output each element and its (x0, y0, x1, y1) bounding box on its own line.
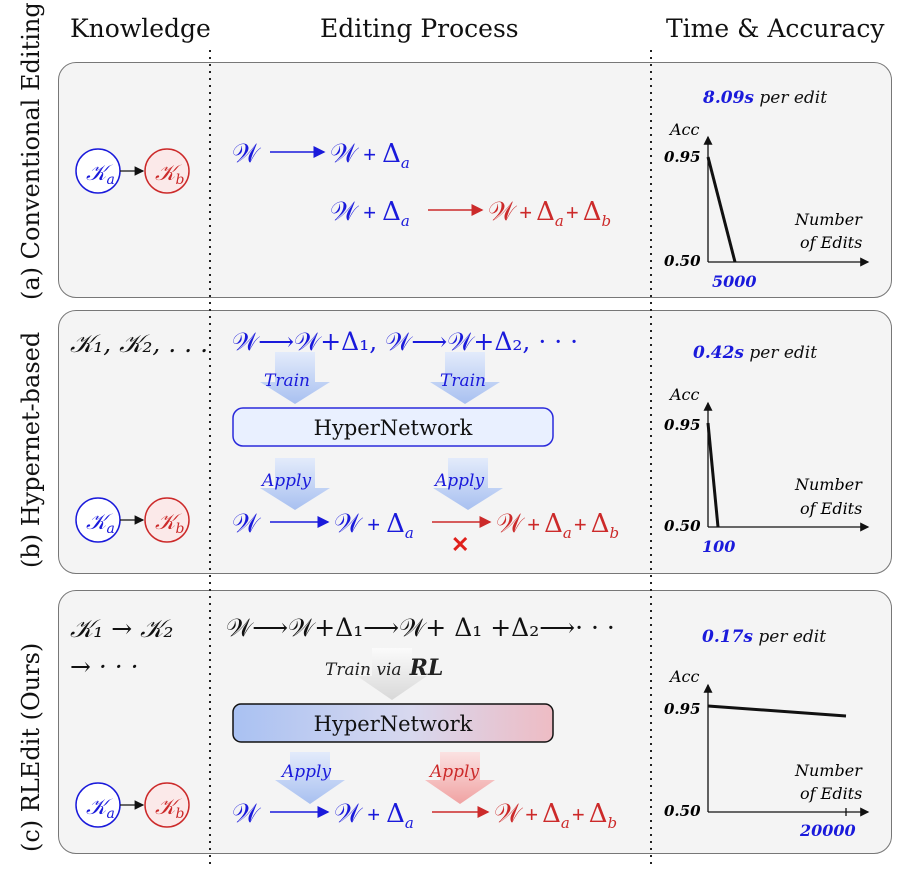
svg-text:Apply: Apply (433, 471, 484, 491)
apply-arrow-left-c: Apply (275, 752, 345, 804)
hypernetwork-label-c: HyperNetwork (314, 712, 473, 736)
edit-chain-c-top: 𝒲⟶𝒲+Δ₁⟶𝒲+ Δ₁ +Δ₂⟶· · · (226, 613, 615, 642)
apply-arrow-left-b: Apply (260, 458, 330, 510)
edit-chain-a: 𝒲 𝒲 + Δa 𝒲 + Δa 𝒲 + Δa+ Δb (232, 139, 611, 230)
x-tick-a: 5000 (712, 272, 757, 291)
svg-text:100: 100 (702, 537, 735, 556)
y-tick-high-a: 0.95 (664, 148, 701, 166)
svg-text:Acc: Acc (668, 667, 700, 686)
train-arrow-right: Train (430, 352, 500, 404)
svg-text:0.95: 0.95 (664, 416, 701, 434)
svg-text:0.95: 0.95 (664, 700, 701, 718)
knowledge-pair-a: 𝒦a 𝒦b (75, 148, 190, 194)
chart-title-b: 0.42s per edit (693, 343, 817, 363)
svg-text:of Edits: of Edits (800, 499, 862, 518)
train-via-rl-arrow: Train via RL (325, 648, 443, 700)
svg-text:Apply: Apply (428, 762, 479, 782)
chart-rledit: 0.17s per edit Acc Number of Edits 0.95 … (664, 627, 870, 840)
svg-text:Acc: Acc (668, 385, 700, 404)
hypernetwork-label-b: HyperNetwork (314, 416, 473, 440)
chart-title-a: 8.09s per edit (702, 88, 827, 108)
svg-text:𝒲+Δa+Δb: 𝒲 + Δa+ Δb (494, 799, 617, 832)
svg-text:Train: Train (264, 371, 310, 391)
edit-chain-b-bottom: 𝒲 𝒲 + Δa 𝒲 + Δa+ Δb ✕ (232, 509, 619, 558)
svg-text:Number: Number (794, 761, 863, 780)
y-label-a: Acc (668, 120, 700, 139)
svg-text:𝒲+Δa+Δb: 𝒲 + Δa+ Δb (496, 509, 619, 542)
fail-x-icon: ✕ (451, 532, 469, 558)
knowledge-node-kb (144, 148, 190, 194)
svg-text:0.50: 0.50 (664, 802, 701, 820)
svg-text:𝒲: 𝒲 (232, 139, 262, 169)
svg-text:𝒲+Δa: 𝒲 + Δa (334, 799, 414, 832)
svg-text:Number: Number (794, 475, 863, 494)
svg-text:Train: Train (440, 371, 486, 391)
hypernetwork-box-c (232, 703, 554, 743)
svg-text:𝒲: 𝒲 (232, 799, 262, 829)
apply-arrow-right-c: Apply (425, 752, 495, 804)
header-knowledge: Knowledge (70, 14, 211, 43)
svg-text:of Edits: of Edits (800, 784, 862, 803)
knowledge-seq-c-2: → · · · (70, 652, 139, 681)
svg-text:𝒲+Δa: 𝒲 + Δa (330, 139, 410, 172)
svg-text:Apply: Apply (260, 471, 311, 491)
series-line-a (706, 156, 737, 263)
header-editing-process: Editing Process (320, 14, 519, 43)
knowledge-seq-c-1: 𝒦₁ → 𝒦₂ (70, 614, 173, 643)
chart-conventional: 8.09s per edit Acc Number of Edits 0.95 … (664, 88, 870, 291)
svg-text:𝒲+Δa+Δb: 𝒲 + Δa+ Δb (488, 197, 611, 230)
chart-hypernet: 0.42s per edit Acc Number of Edits 0.95 … (664, 343, 870, 556)
knowledge-pair-b: 𝒦a 𝒦b (75, 497, 190, 543)
series-line-c (707, 704, 847, 718)
series-line-b (706, 422, 720, 528)
knowledge-list-b: 𝒦₁, 𝒦₂, . . . (70, 329, 208, 358)
svg-text:𝒲+Δa: 𝒲 + Δa (334, 509, 414, 542)
x-label-a-2: of Edits (800, 233, 862, 252)
apply-arrow-right-b: Apply (433, 458, 503, 510)
svg-text:0.50: 0.50 (664, 517, 701, 535)
edit-chain-c-bottom: 𝒲 𝒲 + Δa 𝒲 + Δa+ Δb (232, 799, 617, 832)
svg-text:𝒲+Δa: 𝒲 + Δa (330, 197, 410, 230)
svg-text:Apply: Apply (280, 762, 331, 782)
svg-text:𝒲: 𝒲 (232, 509, 262, 539)
panel-conventional (58, 62, 892, 298)
svg-text:20000: 20000 (799, 821, 856, 840)
knowledge-pair-c: 𝒦a 𝒦b (75, 782, 190, 828)
edit-chain-b-top: 𝒲⟶𝒲+Δ₁, 𝒲⟶𝒲+Δ₂, · · · (232, 327, 578, 356)
hypernetwork-box-b (232, 407, 554, 447)
header-time-accuracy: Time & Accuracy (666, 14, 885, 43)
x-label-a-1: Number (794, 210, 863, 229)
y-tick-low-a: 0.50 (664, 252, 701, 270)
train-arrow-left: Train (260, 352, 330, 404)
chart-title-c: 0.17s per edit (702, 627, 826, 647)
